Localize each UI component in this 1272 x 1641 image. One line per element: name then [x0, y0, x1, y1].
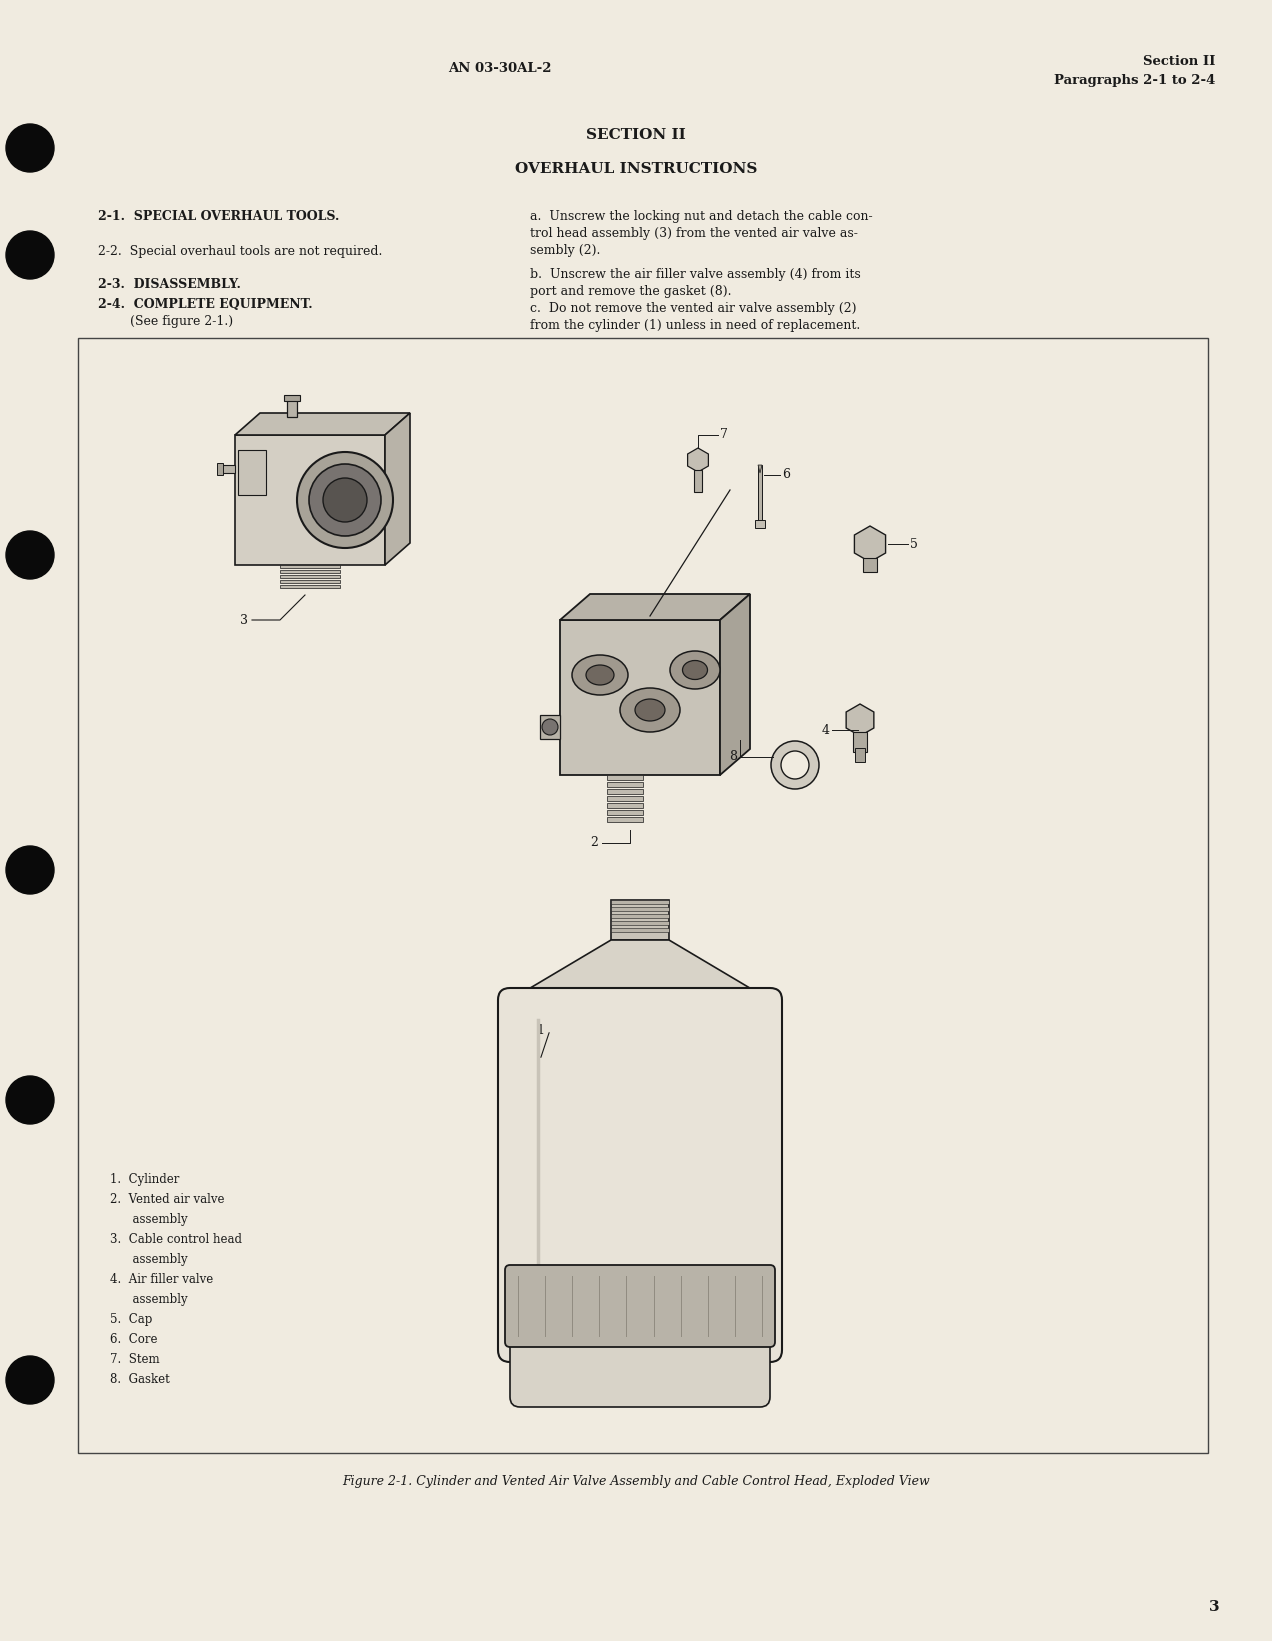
FancyBboxPatch shape: [505, 1265, 775, 1347]
Text: 2.  Vented air valve: 2. Vented air valve: [109, 1193, 224, 1206]
Text: 2-4.  COMPLETE EQUIPMENT.: 2-4. COMPLETE EQUIPMENT.: [98, 299, 313, 312]
Bar: [280, 579, 340, 583]
Polygon shape: [560, 594, 750, 620]
Text: 6.  Core: 6. Core: [109, 1332, 158, 1346]
Ellipse shape: [670, 651, 720, 689]
Bar: [756, 520, 764, 528]
Circle shape: [6, 1076, 53, 1124]
Bar: [607, 783, 644, 788]
Ellipse shape: [586, 665, 614, 684]
Text: 5.  Cap: 5. Cap: [109, 1313, 153, 1326]
Text: 8: 8: [729, 750, 736, 763]
Text: (See figure 2-1.): (See figure 2-1.): [98, 315, 233, 328]
Circle shape: [6, 847, 53, 894]
Bar: [611, 929, 669, 932]
Bar: [280, 574, 340, 578]
Circle shape: [323, 478, 368, 522]
Text: AN 03-30AL-2: AN 03-30AL-2: [448, 62, 552, 75]
Text: 4.  Air filler valve: 4. Air filler valve: [109, 1273, 214, 1287]
Circle shape: [296, 451, 393, 548]
Ellipse shape: [635, 699, 665, 720]
Text: 2: 2: [590, 837, 598, 850]
Bar: [758, 464, 762, 523]
Text: b.  Unscrew the air filler valve assembly (4) from its
port and remove the gaske: b. Unscrew the air filler valve assembly…: [530, 267, 861, 299]
Bar: [611, 921, 669, 926]
Bar: [287, 399, 296, 417]
Ellipse shape: [683, 660, 707, 679]
Bar: [695, 469, 702, 492]
Text: 3: 3: [1210, 1600, 1220, 1615]
Text: assembly: assembly: [109, 1213, 188, 1226]
Circle shape: [6, 532, 53, 579]
Bar: [607, 796, 644, 801]
Polygon shape: [758, 464, 762, 473]
Text: 7.  Stem: 7. Stem: [109, 1352, 159, 1365]
Text: Figure 2-1. Cylinder and Vented Air Valve Assembly and Cable Control Head, Explo: Figure 2-1. Cylinder and Vented Air Valv…: [342, 1475, 930, 1488]
Ellipse shape: [619, 688, 681, 732]
Bar: [560, 620, 720, 775]
Bar: [280, 584, 340, 587]
Bar: [78, 338, 1208, 1452]
Text: 6: 6: [782, 468, 790, 481]
Circle shape: [6, 1355, 53, 1405]
Text: a.  Unscrew the locking nut and detach the cable con-
trol head assembly (3) fro: a. Unscrew the locking nut and detach th…: [530, 210, 873, 258]
Circle shape: [6, 231, 53, 279]
Circle shape: [542, 719, 558, 735]
Bar: [284, 395, 300, 400]
Text: 7: 7: [720, 428, 728, 441]
Text: 2-2.  Special overhaul tools are not required.: 2-2. Special overhaul tools are not requ…: [98, 245, 383, 258]
Bar: [862, 558, 876, 573]
Text: 2-3.  DISASSEMBLY.: 2-3. DISASSEMBLY.: [98, 277, 240, 290]
Ellipse shape: [572, 655, 628, 696]
Bar: [607, 775, 644, 779]
Bar: [238, 450, 266, 496]
Circle shape: [781, 752, 809, 779]
FancyBboxPatch shape: [510, 1332, 770, 1406]
Circle shape: [771, 742, 819, 789]
Circle shape: [6, 125, 53, 172]
Text: SECTION II: SECTION II: [586, 128, 686, 143]
Bar: [221, 464, 235, 473]
Text: 8.  Gasket: 8. Gasket: [109, 1374, 169, 1387]
Bar: [611, 914, 669, 917]
Text: assembly: assembly: [109, 1293, 188, 1306]
Bar: [607, 811, 644, 816]
FancyBboxPatch shape: [499, 988, 782, 1362]
Bar: [607, 789, 644, 794]
Bar: [607, 802, 644, 807]
Bar: [218, 463, 223, 474]
Bar: [280, 569, 340, 573]
Bar: [855, 748, 865, 761]
Text: OVERHAUL INSTRUCTIONS: OVERHAUL INSTRUCTIONS: [515, 162, 757, 176]
Bar: [541, 715, 560, 738]
Bar: [611, 899, 669, 940]
Bar: [611, 899, 669, 904]
Bar: [607, 817, 644, 822]
Bar: [280, 565, 340, 568]
Text: 2-1.  SPECIAL OVERHAUL TOOLS.: 2-1. SPECIAL OVERHAUL TOOLS.: [98, 210, 340, 223]
Polygon shape: [720, 594, 750, 775]
Circle shape: [309, 464, 382, 537]
Text: 4: 4: [822, 724, 831, 737]
Polygon shape: [235, 414, 410, 435]
Text: 1.  Cylinder: 1. Cylinder: [109, 1173, 179, 1186]
Text: c.  Do not remove the vented air valve assembly (2)
from the cylinder (1) unless: c. Do not remove the vented air valve as…: [530, 302, 860, 331]
Text: 3.  Cable control head: 3. Cable control head: [109, 1232, 242, 1246]
Text: Section II: Section II: [1142, 56, 1215, 67]
Bar: [235, 435, 385, 565]
Bar: [611, 907, 669, 911]
Text: 1: 1: [536, 1024, 544, 1037]
Polygon shape: [510, 940, 770, 999]
Text: 3: 3: [240, 614, 248, 627]
Text: Paragraphs 2-1 to 2-4: Paragraphs 2-1 to 2-4: [1053, 74, 1215, 87]
Text: 5: 5: [909, 538, 918, 550]
Bar: [854, 732, 868, 752]
Polygon shape: [385, 414, 410, 565]
Text: assembly: assembly: [109, 1254, 188, 1265]
